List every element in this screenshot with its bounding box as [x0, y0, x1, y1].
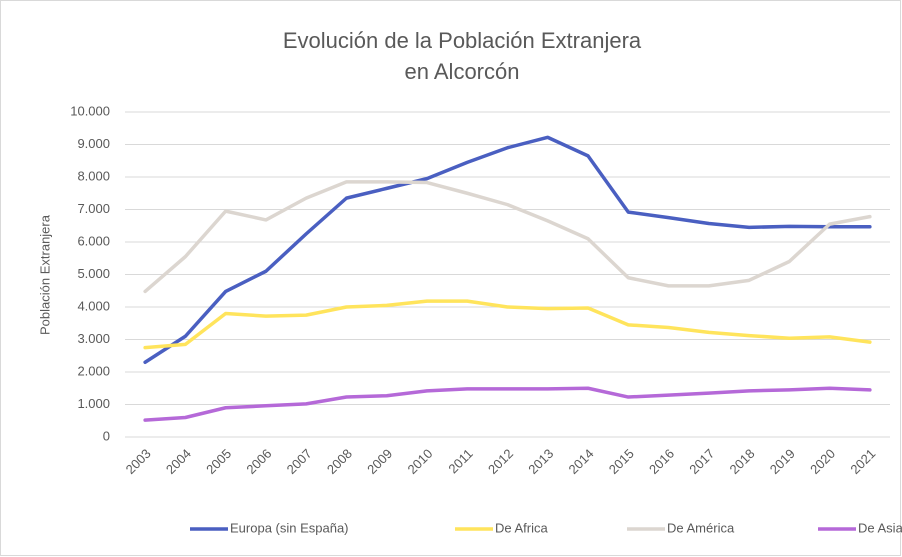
y-tick-label: 10.000 — [70, 103, 110, 118]
y-tick-label: 2.000 — [77, 363, 110, 378]
y-tick-label: 6.000 — [77, 233, 110, 248]
legend-label: De América — [667, 520, 735, 535]
y-tick-label: 9.000 — [77, 136, 110, 151]
y-axis-label: Población Extranjera — [37, 214, 52, 335]
y-tick-label: 8.000 — [77, 168, 110, 183]
y-tick-label: 4.000 — [77, 298, 110, 313]
chart-title: en Alcorcón — [405, 59, 520, 84]
legend-label: Europa (sin España) — [230, 520, 349, 535]
data-line — [143, 386, 872, 422]
y-tick-label: 5.000 — [77, 266, 110, 281]
legend-label: De Africa — [495, 520, 549, 535]
y-tick-label: 3.000 — [77, 331, 110, 346]
y-tick-label: 1.000 — [77, 396, 110, 411]
chart-title: Evolución de la Población Extranjera — [283, 28, 642, 53]
legend-label: De Asia — [858, 520, 902, 535]
data-line — [143, 299, 872, 350]
y-tick-label: 7.000 — [77, 201, 110, 216]
data-line — [143, 180, 872, 294]
y-tick-label: 0 — [103, 428, 110, 443]
data-line — [143, 135, 872, 364]
